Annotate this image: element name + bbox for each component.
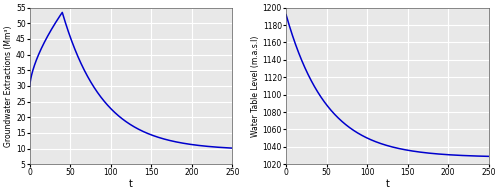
X-axis label: t: t — [386, 179, 390, 189]
Y-axis label: Water Table Level (m.a.s.l): Water Table Level (m.a.s.l) — [250, 35, 260, 137]
Y-axis label: Groundwater Extractions (Mm³): Groundwater Extractions (Mm³) — [4, 25, 13, 147]
X-axis label: t: t — [129, 179, 133, 189]
